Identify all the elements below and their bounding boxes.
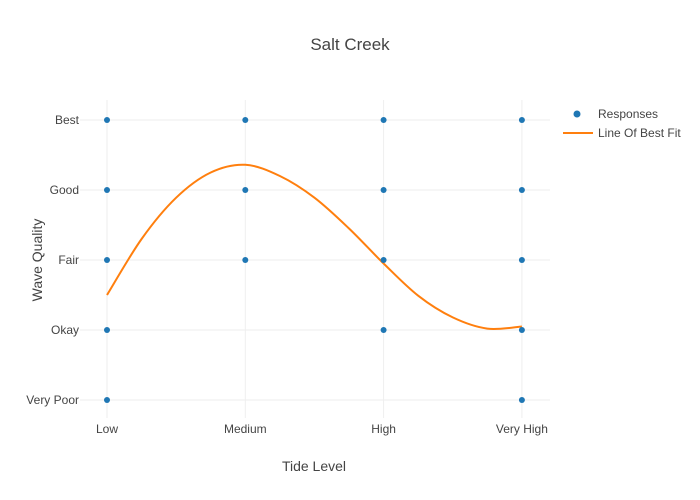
x-tick-label-very-high: Very High [496, 422, 548, 436]
point-high-good[interactable] [380, 187, 387, 193]
legend-label-line-of-best-fit: Line Of Best Fit [598, 126, 681, 140]
y-tick-label-very-poor: Very Poor [26, 393, 79, 407]
point-very-high-best[interactable] [518, 117, 525, 123]
legend-label-responses: Responses [598, 107, 658, 121]
tick-labels: Low Medium High Very High Very Poor Okay Fair G… [26, 113, 548, 436]
point-high-okay[interactable] [380, 327, 387, 333]
legend-item-line-of-best-fit[interactable]: Line Of Best Fit [563, 126, 681, 140]
grid [80, 100, 550, 418]
y-tick-label-okay: Okay [51, 323, 79, 337]
x-axis-title: Tide Level [282, 458, 346, 474]
x-tick-label-low: Low [96, 422, 118, 436]
chart-title: Salt Creek [310, 35, 390, 54]
point-low-very-poor[interactable] [104, 397, 110, 403]
point-very-high-very-poor[interactable] [518, 397, 525, 403]
y-tick-label-fair: Fair [58, 253, 79, 267]
y-tick-label-best: Best [55, 113, 80, 127]
legend-marker-responses [573, 110, 581, 118]
point-low-good[interactable] [104, 187, 110, 193]
point-very-high-okay[interactable] [518, 327, 525, 333]
point-medium-best[interactable] [242, 117, 249, 123]
point-very-high-fair[interactable] [518, 257, 525, 263]
best-fit-line-layer [106, 163, 522, 330]
best-fit-line [106, 163, 522, 330]
point-high-best[interactable] [380, 117, 387, 123]
point-medium-fair[interactable] [242, 257, 249, 263]
point-low-best[interactable] [104, 117, 110, 123]
legend-item-responses[interactable]: Responses [573, 107, 659, 121]
points-layer [104, 117, 525, 403]
point-medium-good[interactable] [242, 187, 249, 193]
x-tick-label-medium: Medium [224, 422, 267, 436]
y-tick-label-good: Good [50, 183, 79, 197]
x-tick-label-high: High [371, 422, 396, 436]
y-axis-title: Wave Quality [29, 219, 45, 302]
point-high-fair[interactable] [380, 257, 387, 263]
legend[interactable]: Responses Line Of Best Fit [563, 107, 681, 140]
point-very-high-good[interactable] [518, 187, 525, 193]
point-low-fair[interactable] [104, 257, 110, 263]
point-low-okay[interactable] [104, 327, 110, 333]
